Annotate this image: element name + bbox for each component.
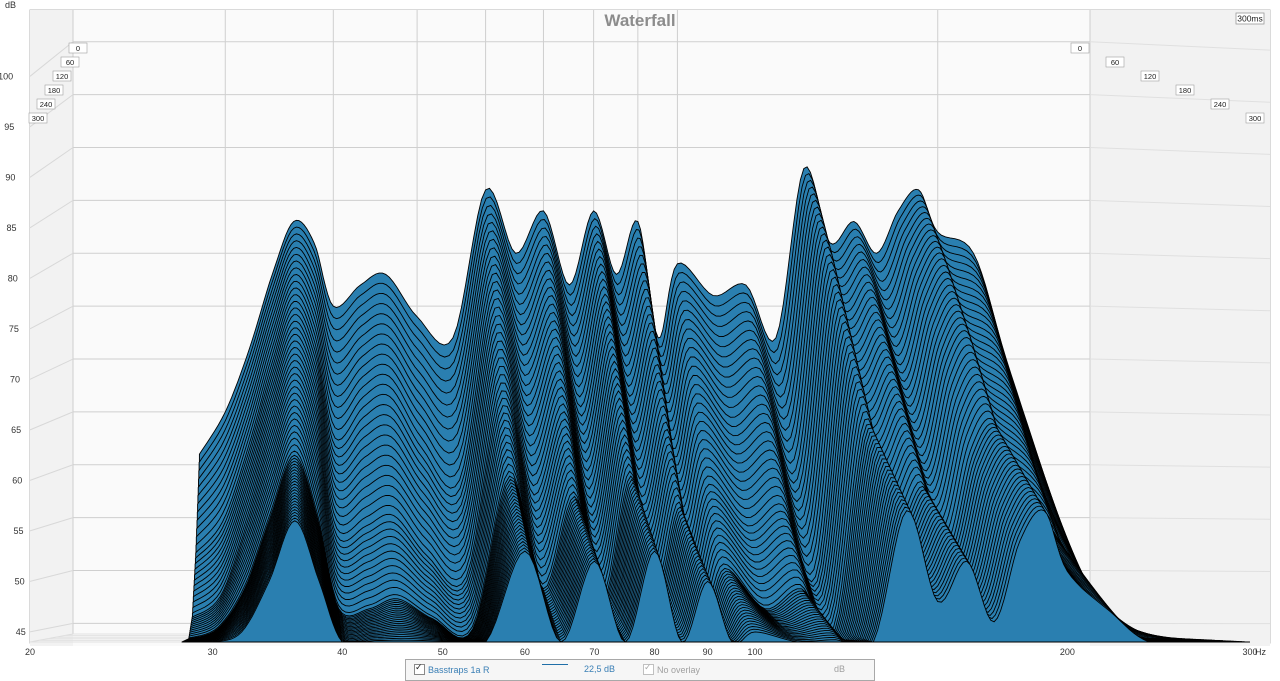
left-wall-gridline	[29, 305, 74, 330]
legend-bar: Basstraps 1a R 22,5 dB No overlay dB	[405, 659, 875, 681]
x-tick-label: 30	[208, 647, 218, 657]
y-tick-label: 60	[12, 475, 22, 485]
x-unit-label: Hz	[1255, 647, 1266, 657]
svg-text:120: 120	[1144, 72, 1157, 81]
right-wall-gridline	[1089, 358, 1271, 364]
svg-text:240: 240	[1214, 100, 1227, 109]
time-tick-label-right: 120	[1140, 70, 1160, 82]
y-tick-label: 70	[10, 374, 20, 384]
time-tick-label-right: 300	[1245, 112, 1265, 124]
svg-text:0: 0	[1078, 44, 1082, 53]
x-tick-label: 90	[703, 647, 713, 657]
x-tick-label: 80	[650, 647, 660, 657]
svg-text:60: 60	[66, 58, 74, 67]
y-tick-label: 100	[0, 71, 13, 81]
left-wall-gridline	[29, 358, 74, 380]
trace-legend-swatch	[536, 664, 574, 665]
right-wall-gridline	[1089, 146, 1271, 155]
time-end-badge: 300ms	[1235, 12, 1265, 25]
left-wall	[30, 10, 73, 646]
time-tick-label-left: 180	[44, 84, 64, 96]
y-tick-label: 65	[11, 425, 21, 435]
left-wall-gridline	[29, 622, 74, 633]
left-wall-gridline	[29, 570, 74, 582]
y-tick-label: 45	[16, 627, 26, 637]
time-tick-label-right: 180	[1175, 84, 1195, 96]
right-wall-gridline	[1089, 570, 1271, 572]
x-tick-label: 300	[1242, 647, 1257, 657]
trace-toggle[interactable]: Basstraps 1a R	[414, 662, 490, 675]
trace-name: Basstraps 1a R	[428, 664, 490, 675]
x-tick-label: 40	[337, 647, 347, 657]
x-tick-label: 200	[1060, 647, 1075, 657]
time-tick-label-left: 60	[60, 56, 80, 68]
right-wall-gridline	[1089, 41, 1271, 51]
waterfall-slice	[181, 509, 1250, 643]
time-tick-label-right: 0	[1070, 42, 1090, 54]
time-tick-label-right: 60	[1105, 56, 1125, 68]
y-tick-label: 90	[5, 172, 15, 182]
svg-text:240: 240	[40, 100, 53, 109]
y-tick-label: 75	[9, 324, 19, 334]
time-tick-label-left: 240	[36, 98, 56, 110]
svg-text:0: 0	[76, 44, 80, 53]
waterfall-chart: 20 30 40 50 60 70 80 90 100 200 300 45 50 55 60 65 70 75 8…	[0, 0, 1271, 657]
right-wall-gridline	[1089, 517, 1271, 520]
axis-labels: 20 30 40 50 60 70 80 90 100 200 300 45 50 55 60 65 70 75 8…	[0, 42, 1265, 657]
x-tick-label: 50	[438, 647, 448, 657]
right-wall-gridline	[1089, 252, 1271, 260]
svg-text:300ms: 300ms	[1237, 14, 1263, 24]
y-tick-label: 80	[8, 273, 18, 283]
right-wall-gridline	[1089, 411, 1271, 416]
time-tick-label-left: 0	[68, 42, 88, 54]
x-tick-label: 100	[748, 647, 763, 657]
y-tick-label: 85	[7, 223, 17, 233]
svg-text:180: 180	[48, 86, 61, 95]
right-wall-gridline	[1089, 464, 1271, 468]
x-tick-label: 20	[25, 647, 35, 657]
waterfall-traces	[181, 166, 1250, 643]
time-tick-label-left: 120	[52, 70, 72, 82]
left-wall-gridline	[29, 252, 74, 279]
left-wall-gridline	[29, 517, 74, 532]
left-wall-gridline	[29, 147, 74, 178]
y-tick-label: 95	[4, 122, 14, 132]
y-unit-label: dB	[5, 0, 16, 10]
svg-text:120: 120	[56, 72, 69, 81]
overlay-unit: dB	[834, 664, 846, 674]
svg-text:300: 300	[32, 114, 45, 123]
time-tick-label-left: 300	[28, 112, 48, 124]
y-tick-label: 55	[13, 526, 23, 536]
svg-text:60: 60	[1111, 58, 1119, 67]
overlay-checkbox[interactable]	[643, 662, 654, 675]
overlay-label: No overlay	[657, 664, 701, 675]
overlay-toggle[interactable]: No overlay	[643, 662, 701, 675]
trace-line-swatch	[542, 664, 568, 665]
time-tick-label-right: 240	[1210, 98, 1230, 110]
chart-title: Waterfall	[604, 11, 675, 30]
right-wall	[1090, 10, 1270, 646]
svg-text:300: 300	[1249, 114, 1262, 123]
x-tick-label: 70	[589, 647, 599, 657]
trace-checkbox[interactable]	[414, 662, 425, 675]
right-wall-gridline	[1089, 305, 1271, 312]
x-tick-label: 60	[520, 647, 530, 657]
right-wall-gridline	[1089, 199, 1271, 208]
left-wall-gridline	[29, 411, 74, 431]
svg-text:180: 180	[1179, 86, 1192, 95]
right-wall-gridline	[1089, 94, 1271, 103]
y-tick-label: 50	[15, 576, 25, 586]
left-wall-gridline	[29, 464, 74, 481]
left-wall-gridline	[29, 41, 74, 77]
trace-value: 22,5 dB	[584, 664, 616, 674]
left-wall-gridline	[29, 199, 74, 229]
